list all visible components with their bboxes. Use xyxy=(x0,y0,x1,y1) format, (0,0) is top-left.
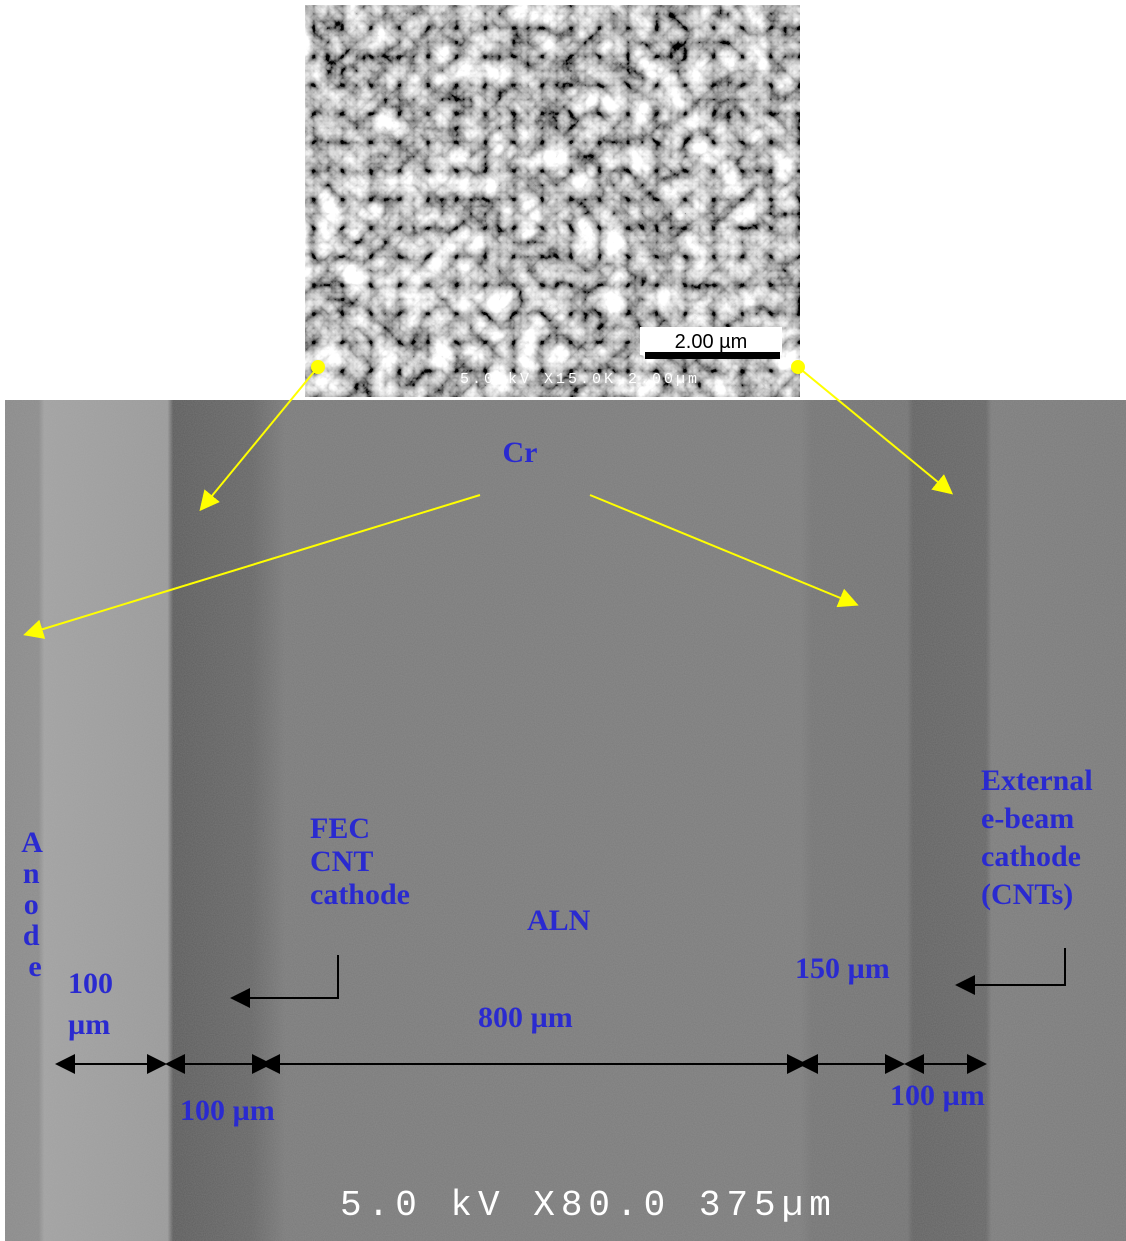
label-line: e-beam xyxy=(981,802,1074,835)
scale-bar-label: 2.00 µm xyxy=(675,331,748,353)
label-line: A xyxy=(21,826,43,859)
label-line: cathode xyxy=(310,878,410,911)
label-line: e xyxy=(28,950,41,983)
inset-caption: 5.0 kV X15.0K 2.00µm xyxy=(460,371,700,388)
label-aln: ALN xyxy=(527,904,591,937)
label-line: µm xyxy=(68,1008,110,1041)
label-line: cathode xyxy=(981,840,1081,873)
label-line: n xyxy=(23,857,40,890)
label-cr: Cr xyxy=(503,436,538,469)
label-line: 100 xyxy=(68,967,113,1000)
dimension-label: 100 µm xyxy=(180,1094,275,1127)
main-micrograph: 5.0 kV X80.0 375µm xyxy=(5,400,1126,1241)
label-line: External xyxy=(981,764,1093,797)
figure: 5.0 kV X80.0 375µm 2.00 µm 5.0 kV X15.0K… xyxy=(0,0,1126,1241)
label-line: CNT xyxy=(310,845,373,878)
label-line: (CNTs) xyxy=(981,878,1073,911)
label-line: d xyxy=(23,919,40,952)
inset-micrograph: 2.00 µm 5.0 kV X15.0K 2.00µm xyxy=(305,5,800,397)
main-caption: 5.0 kV X80.0 375µm xyxy=(340,1185,837,1226)
label-line: FEC xyxy=(310,812,370,845)
dimension-label: 100 µm xyxy=(890,1079,985,1112)
label-line: o xyxy=(24,888,39,921)
dimension-label: 800 µm xyxy=(478,1001,573,1034)
dimension-label: 150 µm xyxy=(795,952,890,985)
